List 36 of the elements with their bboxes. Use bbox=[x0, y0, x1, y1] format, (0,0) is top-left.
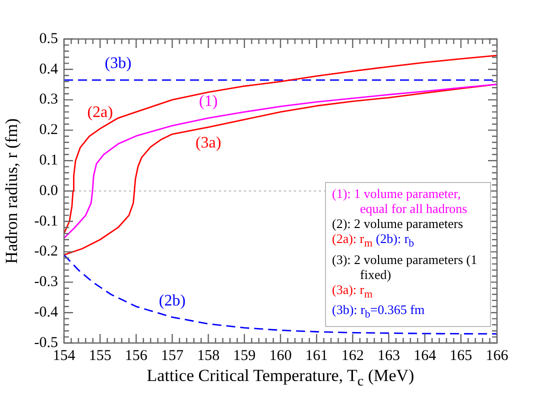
annotation: (3a) bbox=[195, 134, 222, 152]
x-tick-label: 165 bbox=[450, 348, 472, 364]
x-tick-label: 166 bbox=[486, 348, 509, 364]
x-tick-label: 156 bbox=[124, 348, 148, 364]
annotation: (2): 2 volume parameters bbox=[332, 216, 464, 232]
x-axis-title: Lattice Critical Temperature, T$_{c}$ (MeV) bbox=[146, 366, 416, 390]
annotation: (3b): r$_{b}$=0.365 fm bbox=[332, 302, 425, 321]
y-tick-label: -0.1 bbox=[34, 213, 58, 230]
x-tick-label: 164 bbox=[414, 348, 437, 364]
x-tick-label: 160 bbox=[269, 348, 292, 364]
annotation: (1): 1 volume parameter, equal for all hadrons bbox=[332, 186, 468, 216]
y-tick-label: 0.4 bbox=[39, 61, 58, 78]
y-tick-label: -0.3 bbox=[34, 274, 58, 290]
x-tick-label: 163 bbox=[378, 348, 400, 364]
annotation: (3b) bbox=[104, 55, 132, 72]
annotation: (2b) bbox=[158, 292, 186, 310]
x-tick-label: 155 bbox=[88, 348, 112, 364]
y-tick-label: -0.4 bbox=[34, 304, 58, 321]
y-tick-label: -0.2 bbox=[34, 244, 58, 260]
y-tick-label: 0.0 bbox=[39, 182, 58, 199]
annotation: (3): 2 volume parameters (1 fixed) bbox=[332, 252, 478, 282]
annotation: (2a): r$_{m}$ bbox=[332, 231, 373, 250]
x-tick-label: 162 bbox=[341, 348, 364, 364]
x-tick-label: 157 bbox=[161, 348, 184, 364]
x-tick-label: 158 bbox=[197, 348, 220, 364]
annotation: (1) bbox=[199, 93, 218, 110]
x-tick-label: 161 bbox=[305, 348, 328, 364]
annotation: (2b): r$_{b}$ bbox=[376, 231, 414, 250]
x-tick-label: 159 bbox=[233, 348, 256, 364]
y-tick-label: 0.1 bbox=[39, 152, 58, 169]
y-axis-title: Hadron radius, r (fm) bbox=[2, 118, 22, 264]
y-tick-label: 0.2 bbox=[39, 122, 58, 138]
y-tick-label: 0.5 bbox=[39, 30, 58, 47]
annotation: (2a) bbox=[87, 104, 113, 121]
annotation: (3a): r$_{m}$ bbox=[332, 282, 373, 300]
y-tick-label: 0.3 bbox=[39, 92, 58, 108]
